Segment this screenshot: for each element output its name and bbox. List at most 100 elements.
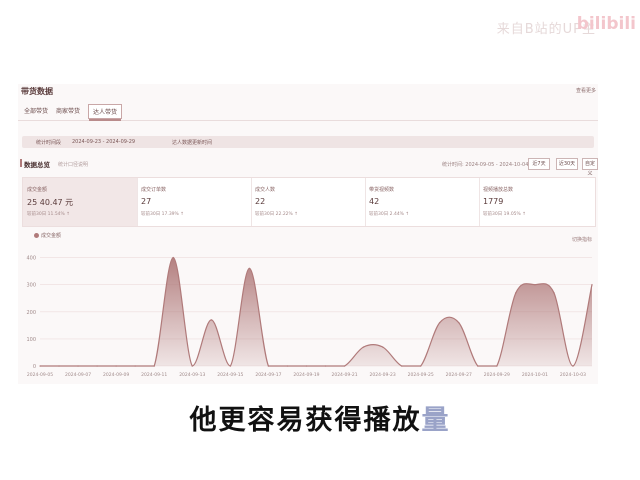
data-point[interactable] [153,365,156,367]
metric-value: 1779 [483,197,504,206]
data-point[interactable] [96,365,98,367]
metric-label: 视频播放总数 [483,187,514,193]
metric-label: 成交金额 [27,187,48,193]
overview-title: 数据总览 [24,161,50,169]
panel-header: 带货数据 查看更多 [18,84,598,98]
caption-faded-char: 量 [421,405,451,436]
metric-card-orders[interactable]: 成交订单数 27 较前30日 17.39% ↑ [137,178,252,226]
data-point[interactable] [191,365,194,367]
metric-compare: 较前30日 22.22% ↑ [255,212,299,217]
data-point[interactable] [248,267,251,270]
legend-dot-icon [34,233,39,238]
data-point[interactable] [381,346,384,348]
data-point[interactable] [496,365,498,367]
data-point[interactable] [77,365,79,367]
metric-value: 25 40.47 元 [27,198,74,207]
last-30-days-button[interactable]: 近30天 [556,158,578,170]
data-point[interactable] [476,365,479,367]
y-tick-label: 200 [26,310,36,316]
data-point[interactable] [419,365,422,367]
tab-creator[interactable]: 达人带货 [88,104,123,121]
tab-all[interactable]: 全部带货 [24,108,49,115]
watermark-text: 来自B站的UP主 [496,22,596,37]
metric-label: 成交订单数 [141,187,167,193]
chart-legend: 成交金额 [34,232,61,239]
data-point[interactable] [58,365,60,367]
date-filter-bar: 统计时间段 2024-09-23 - 2024-09-29 达人数据更新时间 [22,136,594,148]
y-tick-label: 300 [26,283,36,289]
date-bar-label: 统计时间段 [36,140,62,146]
video-caption: 他更容易获得播放量 [0,398,640,437]
metric-card-buyers[interactable]: 成交人数 22 较前30日 22.22% ↑ [251,178,366,226]
active-tab-indicator [89,119,122,121]
data-point[interactable] [553,292,555,294]
metric-value: 27 [141,197,152,206]
series-area [40,257,592,366]
more-link[interactable]: 查看更多 [575,88,596,94]
switch-metric-link[interactable]: 切换指标 [571,237,592,243]
x-tick-label: 2024-09-21 [331,372,357,378]
x-tick-label: 2024-09-07 [65,372,91,378]
date-bar-note: 达人数据更新时间 [172,140,213,146]
custom-range-button[interactable]: 自定义 [582,158,598,177]
data-point[interactable] [572,365,574,367]
section-accent-bar [20,159,22,167]
data-point[interactable] [267,365,270,367]
y-tick-label: 0 [33,364,36,370]
data-point[interactable] [324,365,327,367]
metric-compare: 较前30日 17.39% ↑ [141,212,185,217]
date-bar-range[interactable]: 2024-09-23 - 2024-09-29 [72,139,136,145]
metric-compare: 较前30日 11.54% ↑ [27,212,71,217]
last-7-days-button[interactable]: 近7天 [528,158,550,170]
metrics-row: 成交金额 25 40.47 元 较前30日 11.54% ↑ 成交订单数 27 … [22,177,596,227]
metric-card-sales[interactable]: 成交金额 25 40.47 元 较前30日 11.54% ↑ [23,178,138,226]
data-point[interactable] [172,256,175,259]
metric-value: 22 [255,197,266,206]
x-tick-label: 2024-09-23 [370,372,396,378]
x-tick-label: 2024-10-03 [560,372,586,378]
data-point[interactable] [305,365,308,367]
data-point[interactable] [39,365,41,367]
metric-label: 带货视频数 [369,187,395,193]
tab-bar: 全部带货 商家带货 达人带货 [18,102,598,121]
x-tick-label: 2024-09-29 [484,372,510,378]
metric-card-videos[interactable]: 带货视频数 42 较前30日 2.44% ↑ [365,178,480,226]
y-tick-label: 100 [26,337,36,343]
data-point[interactable] [115,365,117,367]
x-tick-label: 2024-09-27 [446,372,472,378]
data-point[interactable] [229,365,232,367]
data-point[interactable] [457,321,460,324]
data-point[interactable] [534,283,536,286]
metric-value: 42 [369,197,380,206]
legend-label: 成交金额 [41,233,62,239]
y-tick-label: 400 [26,256,36,262]
metric-compare: 较前30日 2.44% ↑ [369,212,410,217]
data-point[interactable] [438,321,441,324]
overview-date-range: 统计时间: 2024-09-05 - 2024-10-04 [442,162,529,168]
data-point[interactable] [210,319,213,321]
data-point[interactable] [286,365,289,367]
dashboard-panel: 带货数据 查看更多 全部带货 商家带货 达人带货 统计时间段 2024-09-2… [18,84,598,384]
data-point[interactable] [134,365,136,367]
x-tick-label: 2024-09-09 [103,372,129,378]
x-tick-label: 2024-09-15 [217,372,243,378]
x-tick-label: 2024-09-05 [27,372,53,378]
metric-label: 成交人数 [255,187,276,193]
bilibili-logo: bilibili [576,14,636,34]
data-point[interactable] [591,283,593,286]
x-tick-label: 2024-09-19 [293,372,319,378]
data-point[interactable] [343,365,346,367]
data-point[interactable] [515,292,517,294]
tab-creator-label: 达人带货 [93,109,118,116]
x-tick-label: 2024-09-11 [141,372,167,378]
x-tick-label: 2024-09-13 [179,372,205,378]
caption-text: 他更容易获得播放 [189,405,422,436]
tab-merchant[interactable]: 商家带货 [56,108,81,115]
x-tick-label: 2024-10-01 [522,372,548,378]
sales-area-chart: 0 100 200 300 400 2024-09-05 2024-09-07 2024-09… [26,256,593,378]
x-tick-label: 2024-09-17 [255,372,281,378]
x-tick-label: 2024-09-25 [408,372,434,378]
data-point[interactable] [362,346,365,348]
data-point[interactable] [400,365,403,367]
metric-card-plays[interactable]: 视频播放总数 1779 较前30日 19.05% ↑ [479,178,593,226]
